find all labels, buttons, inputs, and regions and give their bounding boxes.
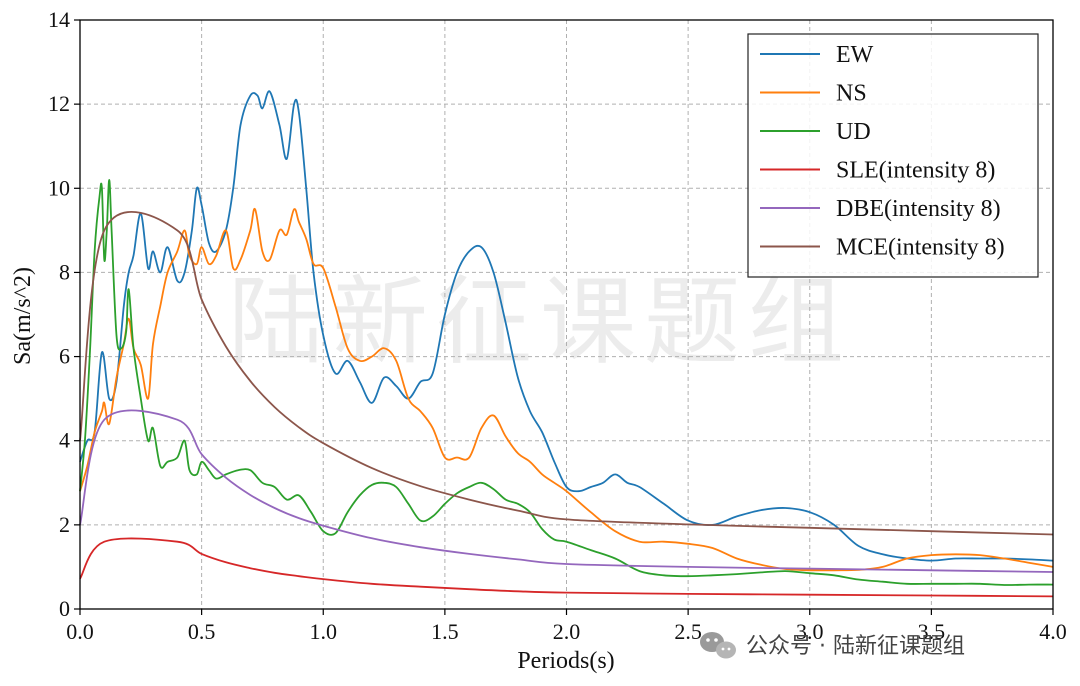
footer-brand-text: 公众号 · 陆新征课题组 [746, 634, 965, 659]
x-tick-label: 3.0 [796, 619, 824, 644]
x-tick-label: 0.0 [66, 619, 94, 644]
series-line-5 [79, 211, 1054, 536]
series-line-2 [79, 179, 1054, 586]
y-axis-ticks: 0 2 4 6 8 10 12 14 [48, 7, 80, 621]
x-tick-label: 0.5 [188, 619, 216, 644]
y-axis-label: Sa(m/s^2) [10, 267, 36, 365]
y-tick-label: 6 [59, 344, 70, 369]
series-line-3 [79, 537, 1054, 598]
y-tick-label: 14 [48, 7, 70, 32]
legend-label-3: SLE(intensity 8) [836, 158, 995, 184]
legend-label-0: EW [836, 42, 874, 68]
x-tick-label: 1.0 [310, 619, 338, 644]
series-line-1 [79, 207, 1054, 572]
legend: EW NS UD SLE(intensity 8) DBE(intensity 8) MC… [747, 33, 1039, 278]
y-tick-label: 10 [48, 175, 70, 200]
legend-label-1: NS [836, 81, 867, 107]
legend-box [747, 33, 1039, 278]
y-tick-label: 0 [59, 596, 70, 621]
x-axis-ticks: 0.0 0.5 1.0 1.5 2.0 2.5 3.0 3.5 4.0 [66, 609, 1067, 644]
y-tick-label: 12 [48, 91, 70, 116]
x-tick-label: 2.5 [674, 619, 702, 644]
y-tick-label: 8 [59, 259, 70, 284]
x-tick-label: 2.0 [553, 619, 581, 644]
legend-label-5: MCE(intensity 8) [836, 235, 1005, 261]
x-tick-label: 4.0 [1039, 619, 1067, 644]
y-tick-label: 4 [59, 428, 70, 453]
footer-brand: 公众号 · 陆新征课题组 [700, 632, 965, 659]
x-tick-label: 3.5 [918, 619, 946, 644]
wechat-icon [700, 632, 736, 659]
series-lines [79, 90, 1054, 598]
series-line-4 [79, 409, 1054, 573]
watermark-text: 陆新征课题组 [228, 266, 852, 378]
series-line-0 [79, 90, 1054, 562]
x-tick-label: 1.5 [431, 619, 459, 644]
x-axis-label: Periods(s) [517, 648, 614, 674]
y-tick-label: 2 [59, 512, 70, 537]
legend-label-4: DBE(intensity 8) [836, 196, 1001, 222]
legend-label-2: UD [836, 119, 871, 145]
